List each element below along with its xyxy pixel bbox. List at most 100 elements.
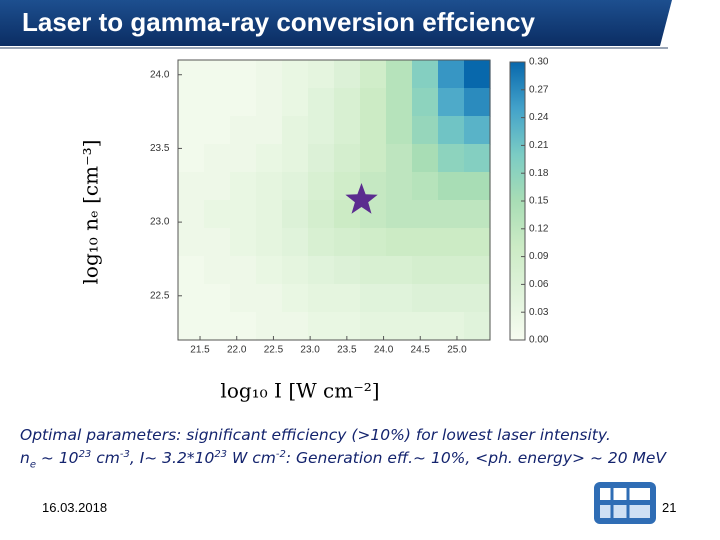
heat-cell [282, 228, 309, 257]
heat-cell [438, 172, 465, 201]
note-text: W cm [227, 449, 276, 468]
heat-cell [230, 312, 257, 341]
heat-cell [178, 88, 205, 117]
heat-cell [282, 88, 309, 117]
heat-cell [334, 60, 361, 89]
heat-cell [308, 312, 335, 341]
heat-cell [386, 172, 413, 201]
heat-cell [230, 228, 257, 257]
heat-cell [230, 200, 257, 229]
heat-cell [204, 200, 231, 229]
x-axis-label: log₁₀ I [W cm⁻²] [220, 379, 379, 403]
heat-cell [412, 60, 439, 89]
heat-cell [256, 144, 283, 173]
heat-cell [178, 256, 205, 285]
heat-cell [282, 116, 309, 145]
heat-cell [178, 116, 205, 145]
heat-cell [438, 228, 465, 257]
heat-cell [464, 312, 491, 341]
y-tick-label: 24.0 [150, 69, 170, 80]
heat-cell [386, 60, 413, 89]
heat-cell [256, 256, 283, 285]
heat-cell [308, 256, 335, 285]
heat-cell [334, 256, 361, 285]
heat-cell [386, 116, 413, 145]
heat-cell [178, 228, 205, 257]
colorbar-tick-label: 0.30 [529, 57, 549, 68]
heat-cell [334, 284, 361, 313]
footer-date: 16.03.2018 [42, 500, 108, 515]
heat-cell [230, 88, 257, 117]
heat-cell [464, 60, 491, 89]
x-tick-label: 24.0 [374, 345, 394, 356]
heat-cell [204, 88, 231, 117]
x-tick-label: 23.5 [337, 345, 357, 356]
heat-cell [204, 116, 231, 145]
note-line: ne ~ 1023 cm-3, I~ 3.2*1023 W cm-2: Gene… [20, 449, 666, 470]
heat-cell [412, 88, 439, 117]
heat-cell [438, 88, 465, 117]
heat-cell [360, 88, 387, 117]
colorbar-tick-label: 0.24 [529, 112, 549, 123]
heat-cell [178, 60, 205, 89]
heat-cell [230, 144, 257, 173]
heat-cell [204, 60, 231, 89]
heat-cell [282, 144, 309, 173]
heat-cell [464, 200, 491, 229]
slide-title: Laser to gamma-ray conversion effciency [22, 7, 536, 37]
heat-cell [308, 60, 335, 89]
heat-cell [256, 228, 283, 257]
heat-cell [438, 284, 465, 313]
heat-cell [282, 172, 309, 201]
note-line: Optimal parameters: significant efficien… [20, 426, 611, 444]
heat-cell [334, 144, 361, 173]
heat-cell [308, 88, 335, 117]
heat-cell [412, 256, 439, 285]
heat-cell [464, 256, 491, 285]
heat-cell [230, 172, 257, 201]
heat-cell [178, 172, 205, 201]
note-text: : Generation eff.~ 10%, <ph. energy> ~ 2… [285, 449, 667, 468]
note-sup: -2 [275, 449, 286, 460]
heat-cell [360, 116, 387, 145]
colorbar-tick-label: 0.18 [529, 168, 549, 179]
heat-cell [438, 312, 465, 341]
note-sub: e [29, 459, 36, 471]
heat-cell [412, 116, 439, 145]
heat-cell [464, 116, 491, 145]
logo [594, 482, 656, 524]
heat-cell [412, 144, 439, 173]
heat-cell [386, 228, 413, 257]
heat-cell [282, 60, 309, 89]
optimum-marker [345, 183, 378, 214]
heat-cell [308, 172, 335, 201]
heat-cell [386, 200, 413, 229]
heat-cell [412, 284, 439, 313]
heat-cell [256, 116, 283, 145]
colorbar-tick-label: 0.21 [529, 140, 549, 151]
page-number: 21 [662, 500, 677, 515]
heat-cell [204, 312, 231, 341]
y-tick-label: 23.5 [150, 143, 170, 154]
heat-cell [256, 172, 283, 201]
heat-cell [360, 284, 387, 313]
heat-cell [412, 312, 439, 341]
heat-cell [360, 228, 387, 257]
heat-cell [308, 116, 335, 145]
heat-cell [178, 312, 205, 341]
heat-cell [360, 144, 387, 173]
heat-cell [204, 144, 231, 173]
colorbar-tick-label: 0.00 [529, 335, 549, 346]
heat-cell [204, 256, 231, 285]
heat-cell [412, 172, 439, 201]
heat-cell [204, 284, 231, 313]
heat-cell [230, 60, 257, 89]
note-text: cm [91, 449, 120, 468]
x-tick-label: 22.5 [264, 345, 284, 356]
note-sup: 23 [78, 449, 92, 460]
heat-cell [464, 284, 491, 313]
heat-cell [334, 312, 361, 341]
colorbar-tick-label: 0.06 [529, 279, 549, 290]
heat-cell [230, 256, 257, 285]
